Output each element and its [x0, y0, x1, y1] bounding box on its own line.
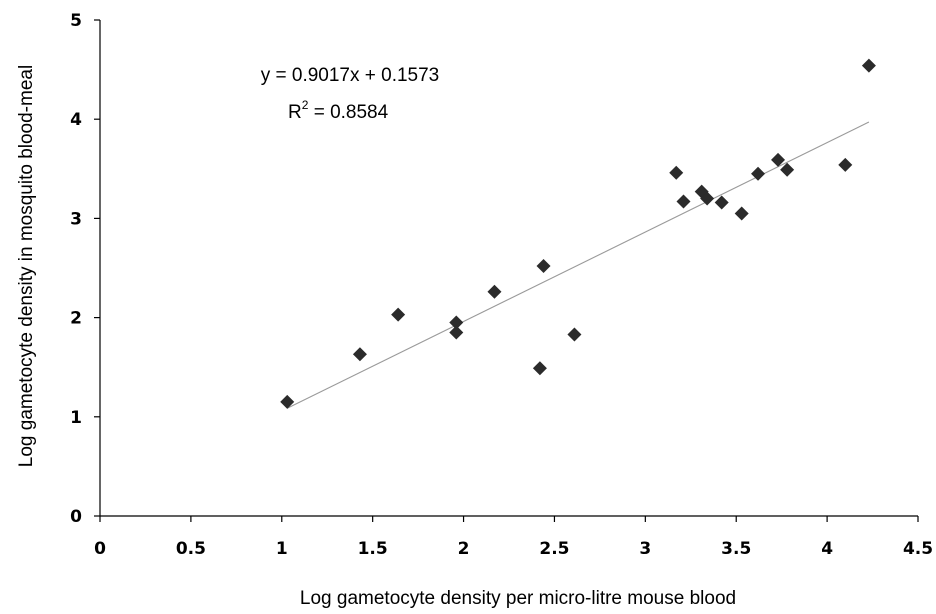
x-tick-label: 4.5: [903, 539, 933, 559]
x-tick-label: 4: [821, 539, 833, 559]
data-point: [714, 195, 729, 210]
data-point: [449, 315, 464, 330]
data-point: [352, 347, 367, 362]
y-tick-label: 3: [70, 209, 82, 229]
data-point: [669, 165, 684, 180]
data-point: [751, 166, 766, 181]
r-squared-value: = 0.8584: [308, 102, 388, 123]
x-tick-label: 3.5: [721, 539, 751, 559]
data-point: [536, 259, 551, 274]
x-tick-label: 2: [458, 539, 470, 559]
y-axis-title: Log gametocyte density in mosquito blood…: [16, 65, 37, 467]
data-point: [838, 157, 853, 172]
y-tick-label: 0: [70, 507, 82, 527]
y-tick-label: 5: [70, 11, 82, 31]
x-tick-label: 2.5: [539, 539, 569, 559]
data-point: [449, 325, 464, 340]
x-tick-label: 1: [276, 539, 288, 559]
data-point: [771, 152, 786, 167]
data-point: [391, 307, 406, 322]
trendline: [286, 121, 870, 409]
data-point: [780, 162, 795, 177]
x-tick-label: 1.5: [358, 539, 388, 559]
y-axis-ticks: 0 1 2 3 4 5: [70, 11, 100, 527]
data-points-layer: [280, 58, 876, 409]
r-squared-prefix: R: [288, 102, 302, 123]
data-point: [532, 361, 547, 376]
x-tick-label: 0: [94, 539, 106, 559]
x-tick-label: 3: [639, 539, 651, 559]
x-tick-label: 0.5: [176, 539, 206, 559]
x-axis-title: Log gametocyte density per micro-litre m…: [300, 588, 736, 609]
y-tick-label: 4: [70, 110, 82, 130]
data-point: [280, 394, 295, 409]
x-axis-ticks: 0 0.5 1 1.5 2 2.5 3 3.5 4 4.5: [94, 516, 933, 559]
data-point: [861, 58, 876, 73]
trendline-layer: [286, 121, 870, 409]
data-point: [734, 206, 749, 221]
r-squared-label: R2 = 0.8584: [288, 98, 389, 123]
data-point: [567, 327, 582, 342]
y-tick-label: 2: [70, 309, 82, 329]
trendline-equation: y = 0.9017x + 0.1573: [261, 65, 440, 86]
data-point: [487, 284, 502, 299]
data-point: [676, 194, 691, 209]
data-point: [700, 191, 715, 206]
y-tick-label: 1: [70, 408, 82, 428]
r-squared-superscript: 2: [302, 98, 309, 112]
